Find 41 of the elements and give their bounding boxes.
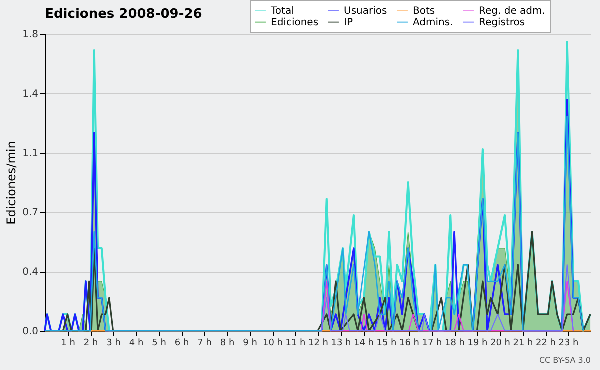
x-tick-label: 3 h [106,338,121,348]
y-tick-label: 1.1 [22,148,38,160]
x-tick-label: 14 h [354,338,374,348]
x-tick-label: 18 h [444,338,466,348]
y-tick-label: 0.4 [22,267,38,278]
legend-label: Usuarios [344,6,388,17]
legend-label: Total [270,6,294,17]
x-tick-label: 12 h [308,338,329,348]
x-tick-label: 9 h [243,338,258,348]
x-tick-label: 22 h [536,338,556,348]
x-tick-label: 16 h [399,338,420,348]
x-tick-label: 4 h [129,338,144,348]
x-tick-label: 21 h [513,338,534,348]
text: CC BY-SA 3.0 [539,356,591,365]
x-tick-label: 6 h [174,338,190,348]
legend-label: Admins. [413,18,454,28]
y-tick-label: 1.4 [22,88,38,100]
x-tick-label: 2 h [84,338,98,348]
x-tick-label: 7 h [198,338,212,348]
legend-label: Ediciones [271,18,319,28]
x-tick-label: 20 h [490,338,511,348]
line-series [321,264,574,332]
x-tick-label: 15 h [376,338,397,348]
x-tick-label: 5 h [152,338,166,348]
legend-label: Registros [479,18,526,28]
x-tick-label: 17 h [422,338,442,348]
y-tick-label: 0.0 [22,326,38,338]
y-axis-title: Ediciones/min [4,141,19,225]
legend-label: Bots [413,6,436,17]
legend-label: IP [344,18,353,28]
x-tick-label: 8 h [220,338,235,348]
legend-label: Reg. de adm. [479,6,546,17]
y-tick-label: 0.7 [22,208,38,219]
x-tick-label: 23 h [558,338,579,348]
x-tick-label: 19 h [468,338,488,348]
x-tick-label: 11 h [286,338,306,348]
y-tick-label: 1.8 [22,30,38,40]
x-tick-label: 1 h [61,338,76,348]
x-tick-label: 10 h [262,338,284,348]
x-tick-label: 13 h [331,338,352,348]
chart-title: Ediciones 2008-09-26 [45,7,202,22]
